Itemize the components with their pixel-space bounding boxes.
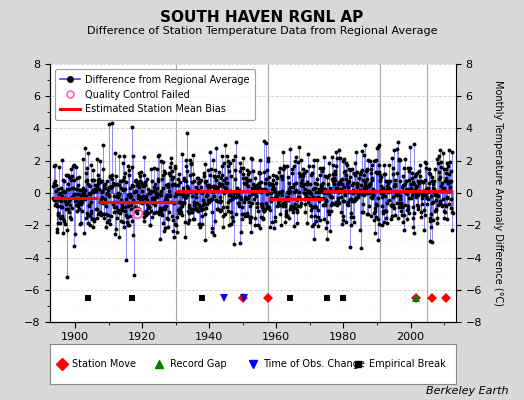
Legend: Difference from Regional Average, Quality Control Failed, Estimated Station Mean: Difference from Regional Average, Qualit… <box>54 69 255 120</box>
Text: Empirical Break: Empirical Break <box>368 359 445 369</box>
Text: Difference of Station Temperature Data from Regional Average: Difference of Station Temperature Data f… <box>87 26 437 36</box>
Y-axis label: Monthly Temperature Anomaly Difference (°C): Monthly Temperature Anomaly Difference (… <box>493 80 503 306</box>
Text: Time of Obs. Change: Time of Obs. Change <box>263 359 365 369</box>
Text: SOUTH HAVEN RGNL AP: SOUTH HAVEN RGNL AP <box>160 10 364 25</box>
Text: Station Move: Station Move <box>72 359 136 369</box>
Text: Berkeley Earth: Berkeley Earth <box>426 386 508 396</box>
Text: Record Gap: Record Gap <box>170 359 226 369</box>
